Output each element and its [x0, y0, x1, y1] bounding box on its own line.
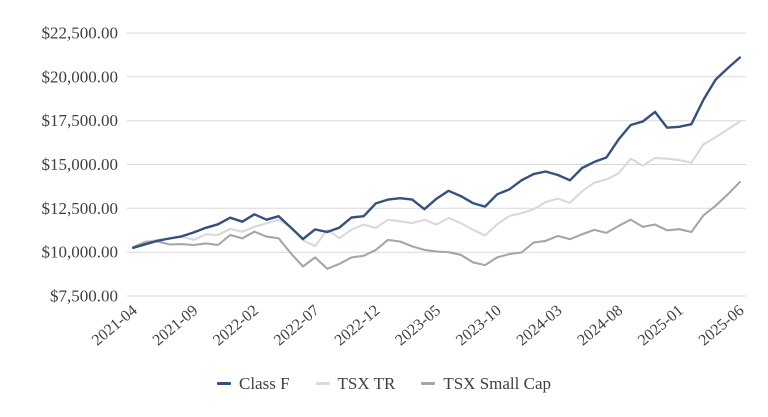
legend-dash-icon — [315, 381, 330, 385]
x-axis-tick-label: 2022-02 — [210, 302, 262, 349]
x-axis-tick-label: 2025-01 — [635, 302, 687, 349]
legend-dash-icon — [216, 381, 231, 385]
x-axis-tick-label: 2023-10 — [453, 302, 505, 349]
legend-label: TSX Small Cap — [443, 373, 551, 393]
legend-dash-icon — [421, 381, 436, 385]
legend-item-tsx-small-cap: TSX Small Cap — [421, 375, 551, 392]
y-axis-tick-label: $15,000.00 — [42, 155, 119, 174]
x-axis-tick-label: 2022-07 — [271, 302, 323, 349]
x-axis-tick-label: 2025-06 — [696, 302, 748, 349]
x-axis-tick-label: 2024-03 — [514, 302, 566, 349]
x-axis-tick-label: 2021-04 — [89, 302, 141, 349]
legend-item-tsx-tr: TSX TR — [315, 373, 396, 393]
y-axis-tick-label: $10,000.00 — [42, 243, 119, 262]
chart-legend: Class F TSX TR TSX Small Cap — [0, 371, 768, 395]
x-axis-tick-label: 2024-08 — [574, 302, 626, 349]
series-line-class-f — [131, 56, 742, 250]
x-axis-tick-label: 2023-05 — [392, 302, 444, 349]
legend-label: Class F — [238, 373, 290, 393]
y-axis-tick-label: $20,000.00 — [42, 67, 119, 86]
series-line-tsx-tr — [132, 120, 741, 248]
legend-item-class-f: Class F — [216, 373, 290, 393]
y-axis-tick-label: $22,500.00 — [42, 24, 119, 43]
x-axis-tick-label: 2022-12 — [332, 302, 384, 349]
y-axis-tick-label: $7,500.00 — [50, 287, 118, 306]
x-axis-tick-label: 2021-09 — [150, 302, 202, 349]
series-line-tsx-small-cap — [132, 180, 741, 270]
y-axis-tick-label: $12,500.00 — [42, 199, 119, 218]
y-axis-tick-label: $17,500.00 — [42, 111, 119, 130]
legend-label: TSX TR — [337, 373, 396, 393]
